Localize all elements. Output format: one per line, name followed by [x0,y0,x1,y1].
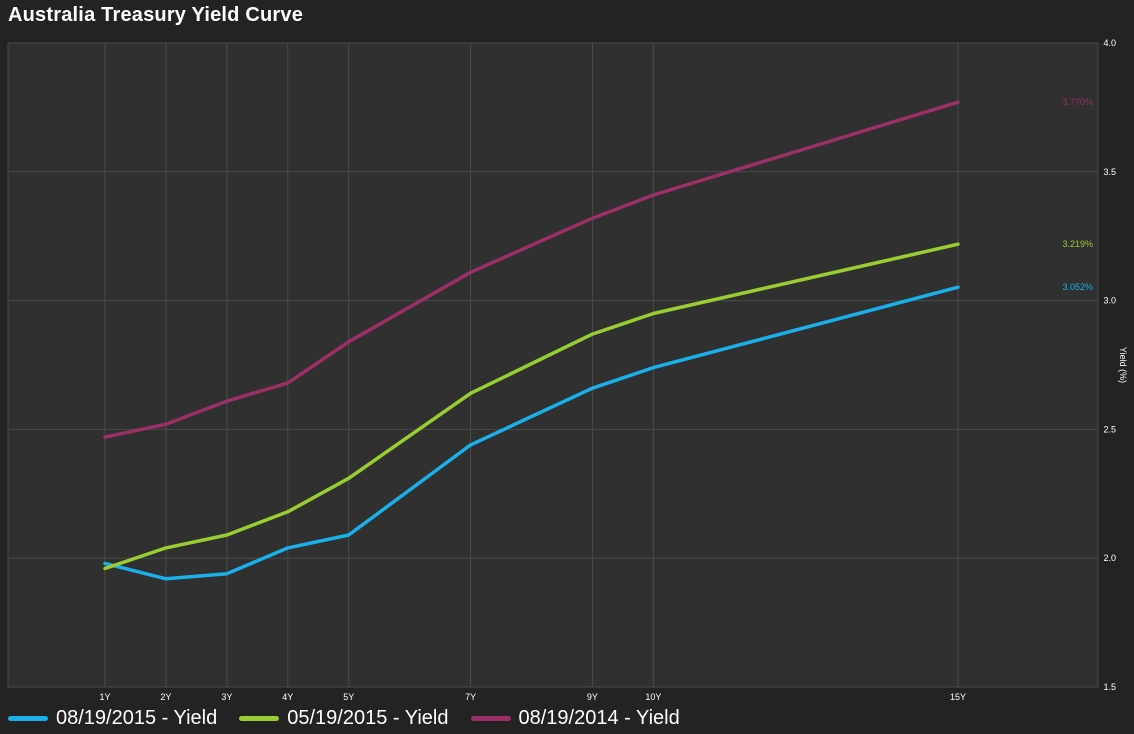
legend-item[interactable]: 08/19/2014 - Yield [470,707,680,730]
plot-area [7,42,1099,688]
series-end-label: 3.770% [1062,97,1093,107]
y-tick-label: 3.0 [1103,296,1116,306]
x-tick-label: 2Y [160,692,171,702]
y-tick-label: 4.0 [1103,38,1116,48]
chart-title: Australia Treasury Yield Curve [8,4,304,26]
series-line-2 [103,242,960,571]
legend-item[interactable]: 08/19/2015 - Yield [8,707,217,730]
x-tick-label: 15Y [950,692,966,702]
horizontal-gridlines [8,171,1098,559]
series-line-1 [103,285,960,581]
x-tick-label: 4Y [282,692,293,702]
legend-swatch [470,716,511,721]
legend-label: 08/19/2015 - Yield [56,707,218,729]
series-line-3 [103,100,960,439]
vertical-gridlines [104,43,959,687]
legend-item[interactable]: 05/19/2015 - Yield [239,707,449,730]
y-tick-label: 3.5 [1103,167,1116,177]
y-axis-label: Yield (%) [1118,347,1128,383]
end-labels: 3.052% 3.219% 3.770% [1062,97,1093,292]
x-tick-label: 10Y [645,692,661,702]
legend-swatch [239,716,280,721]
legend-label: 08/19/2014 - Yield [518,707,680,729]
x-tick-label: 9Y [587,692,598,702]
x-tick-label: 5Y [343,692,354,702]
x-tick-label: 1Y [99,692,110,702]
legend-label: 05/19/2015 - Yield [287,707,449,729]
x-tick-label: 7Y [465,692,476,702]
series-end-label: 3.219% [1062,239,1093,249]
series-lines [103,100,960,581]
x-tick-label: 3Y [221,692,232,702]
series-end-label: 3.052% [1062,282,1093,292]
y-axis-ticks: 1.5 2.0 2.5 3.0 3.5 4.0 [1103,38,1116,692]
y-tick-label: 2.0 [1103,553,1116,563]
legend: 08/19/2015 - Yield 05/19/2015 - Yield 08/1… [8,707,702,730]
y-tick-label: 2.5 [1103,424,1116,434]
x-axis-ticks: 1Y 2Y 3Y 4Y 5Y 7Y 9Y 10Y 15Y [99,692,966,702]
legend-swatch [8,716,48,721]
y-tick-label: 1.5 [1103,682,1116,692]
